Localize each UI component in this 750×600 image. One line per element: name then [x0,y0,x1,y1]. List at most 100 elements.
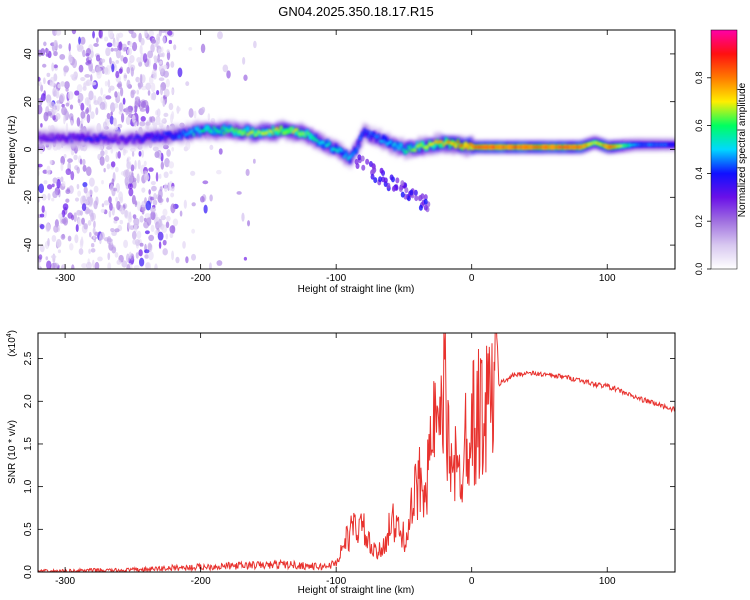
spectrogram-noise-cell [111,63,115,73]
spectrogram-cell [414,145,417,152]
spectrogram-noise-cell [177,67,183,78]
x-tick-label: 100 [599,576,616,587]
spectrogram-noise-cell [110,227,115,233]
spectrogram-cell [147,134,151,138]
spectrogram-cell [412,148,415,152]
spectrogram-noise-cell [45,222,51,233]
spectrogram-noise-cell [163,171,169,179]
spectrogram-noise-cell [110,161,116,168]
spectrogram-noise-cell [126,47,133,56]
spectrogram-cell [434,142,437,149]
colorbar-label: Normalized spectral amplitude [737,82,748,217]
spectrogram-noise-cell [110,147,114,154]
spectrogram-noise-cell [121,260,128,268]
spectrogram-cell [86,136,90,140]
spectrogram-cell [440,142,443,149]
spectrogram-noise-cell [40,84,44,92]
spectrogram-noise-cell [165,233,169,240]
spectrogram-cell [119,136,122,140]
spectrogram-noise-cell [133,218,140,228]
spectrogram-cell [202,129,205,133]
spectrogram-noise-cell [126,263,131,269]
spectrogram-cell [54,130,57,142]
spectrogram-cell [615,145,618,148]
spectrogram-noise-cell [148,30,155,37]
spectrogram-cell [436,141,439,145]
spectrogram-noise-cell [157,231,164,241]
x-tick-label: -300 [55,273,75,284]
snr-x-ticks: -300 -200 -100 0 100 [55,333,616,587]
spectrogram-noise-cell [93,220,96,229]
spectrogram-noise-cell [131,41,138,52]
spectrogram-noise-cell [139,73,143,84]
spectrogram-cell [635,143,638,146]
spectrogram-noise-cell [158,77,165,82]
spectrogram-noise-cell [130,89,136,95]
spectrogram-cell [212,129,216,136]
y-tick-label: 1.5 [23,437,34,451]
spectrogram-cell [314,134,317,141]
spectrogram-cell [249,131,252,138]
spectrogram-cell [347,153,350,161]
spectrogram-cell [92,136,96,144]
spectrogram-noise-cell [96,37,99,44]
spectrogram-noise-cell [70,119,74,127]
spectrogram-noise-cell [106,163,111,170]
spectrogram-noise-cell [153,62,158,72]
spectrogram-tail-cell [371,168,376,175]
colorbar-tick-label: 0.2 [694,215,704,228]
spectrogram-cell [637,143,641,146]
spectrogram-noise-cell [116,259,122,265]
spectrogram-noise-cell [243,74,248,81]
spectrogram-noise-cell [114,124,119,131]
spectrogram-noise-cell [114,252,119,258]
spectrogram-noise-cell [52,190,58,199]
spectrogram-cell [627,144,630,147]
spectrogram-cell [466,137,470,149]
spectrogram-noise-cell [188,47,193,51]
spectrogram-noise-cell [118,102,124,112]
spectrogram-cell [131,133,134,140]
spectrogram-cell [452,142,456,146]
spectrogram-cell [448,142,451,149]
spectrogram-cell [485,145,488,149]
spectrogram-cell [308,133,311,140]
spectrogram-noise-cell [252,158,256,164]
svg-text:(x104): (x104) [6,330,18,357]
spectrogram-cell [174,131,177,138]
spectrogram-noise-cell [166,149,171,157]
spectrogram-cell [298,132,301,136]
spectrogram-cell [527,145,531,149]
spectrogram-noise-cell [171,147,175,152]
spectrogram-cell [198,124,201,136]
spectrogram-tail-cell [413,189,418,196]
spectrogram-cell [481,145,484,149]
spectrogram-cell [497,145,500,149]
spectrogram-noise-cell [146,216,152,226]
spectrogram-noise-cell [86,166,92,177]
spectrogram-cell [80,135,83,139]
spectrogram-cell [332,147,336,151]
spectrogram-cell [590,142,594,145]
spectrogram-noise-cell [165,78,170,88]
spectrogram-noise-cell [162,99,166,108]
spectrogram-noise-cell [130,164,135,172]
spectrogram-noise-cell [169,232,174,239]
spectrogram-cell [570,145,573,149]
spectrogram-noise-cell [47,111,53,116]
spectrogram-noise-cell [138,257,145,267]
spectrogram-noise-cell [143,217,147,223]
spectrogram-noise-cell [136,118,139,127]
spectrogram-noise-cell [137,81,144,88]
spectrogram-noise-cell [51,62,55,72]
spectrogram-cell [477,145,480,149]
x-tick-label: 100 [599,273,616,284]
spectrogram-noise-cell [199,196,205,203]
spectrogram-noise-cell [77,47,83,52]
spectrogram-tail-cell [423,204,428,211]
spectrogram-noise-cell [106,112,111,120]
spectrogram-cell [444,141,447,145]
spectrogram-cell [255,129,258,136]
spectrogram-cell [377,134,380,146]
snr-x-axis-label: Height of straight line (km) [298,585,415,596]
